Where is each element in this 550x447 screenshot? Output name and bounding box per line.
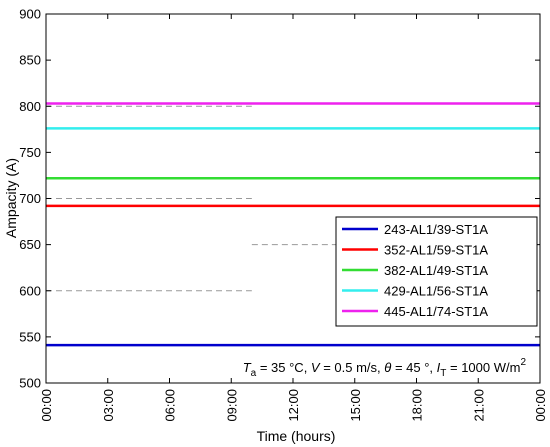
y-tick-label: 850 bbox=[19, 53, 41, 68]
x-tick-label: 06:00 bbox=[163, 389, 178, 422]
legend-label: 382-AL1/49-ST1A bbox=[384, 263, 488, 278]
x-tick-label: 15:00 bbox=[348, 389, 363, 422]
x-tick-label: 21:00 bbox=[471, 389, 486, 422]
y-tick-label: 550 bbox=[19, 329, 41, 344]
y-axis-title: Ampacity (A) bbox=[3, 158, 19, 238]
it-superscript: 2 bbox=[520, 357, 526, 368]
x-tick-label: 12:00 bbox=[286, 389, 301, 422]
it-subscript: T bbox=[440, 368, 446, 379]
y-tick-label: 600 bbox=[19, 283, 41, 298]
ta-symbol: T bbox=[243, 360, 252, 375]
y-tick-label: 650 bbox=[19, 237, 41, 252]
theta-symbol: θ bbox=[384, 360, 391, 375]
y-tick-label: 750 bbox=[19, 145, 41, 160]
series-lines bbox=[46, 102, 540, 347]
v-value: = 0.5 m/s, bbox=[320, 360, 385, 375]
v-symbol: V bbox=[311, 360, 321, 375]
x-tick-label: 18:00 bbox=[410, 389, 425, 422]
y-tick-label: 700 bbox=[19, 191, 41, 206]
legend-label: 352-AL1/59-ST1A bbox=[384, 243, 488, 258]
ta-value: = 35 °C, bbox=[256, 360, 311, 375]
y-axis-ticks: 500 550 600 650 700 750 800 850 900 bbox=[19, 7, 540, 391]
ta-subscript: a bbox=[251, 368, 257, 379]
x-tick-label: 09:00 bbox=[224, 389, 239, 422]
x-axis-title: Time (hours) bbox=[257, 428, 336, 444]
it-value: = 1000 W/m bbox=[446, 360, 520, 375]
y-tick-label: 500 bbox=[19, 376, 41, 391]
x-tick-label: 03:00 bbox=[101, 389, 116, 422]
legend-label: 243-AL1/39-ST1A bbox=[384, 222, 488, 237]
it-symbol: I bbox=[437, 360, 441, 375]
conditions-annotation: Ta = 35 °C, V = 0.5 m/s, θ = 45 °, IT = … bbox=[243, 357, 527, 379]
x-axis-ticks: 00:00 03:00 06:00 09:00 12:00 15:00 18:00 21:00… bbox=[39, 14, 548, 422]
x-tick-label: 00:00 bbox=[39, 389, 54, 422]
theta-value: = 45 °, bbox=[391, 360, 436, 375]
x-tick-label: 00:00 bbox=[533, 389, 548, 422]
legend-box bbox=[335, 216, 538, 327]
legend-label: 429-AL1/56-ST1A bbox=[384, 284, 488, 299]
y-tick-label: 900 bbox=[19, 7, 41, 22]
y-tick-label: 800 bbox=[19, 99, 41, 114]
legend-label: 445-AL1/74-ST1A bbox=[384, 304, 488, 319]
legend: 243-AL1/39-ST1A 352-AL1/59-ST1A 382-AL1/49… bbox=[335, 216, 538, 327]
